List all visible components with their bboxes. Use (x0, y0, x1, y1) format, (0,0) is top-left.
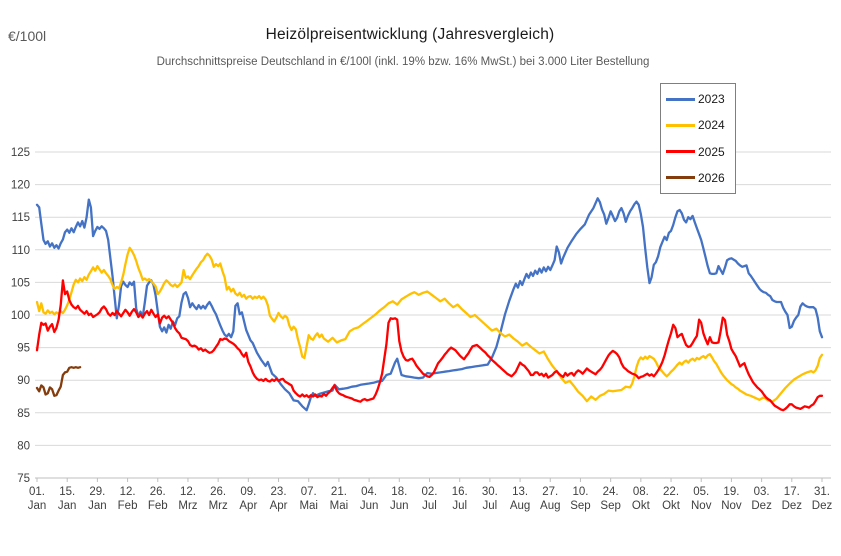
y-tick-label: 90 (17, 375, 30, 387)
y-axis-unit-label: €/100l (8, 28, 47, 44)
chart-subtitle: Durchschnittspreise Deutschland in €/100… (156, 56, 650, 68)
x-tick-label: 10. Sep (570, 486, 590, 512)
x-tick-label: 12. Feb (118, 486, 138, 512)
x-tick-label: 07. Mai (299, 486, 318, 512)
series-line-2023 (35, 197, 824, 412)
x-tick-label: 30. Jul (482, 486, 498, 512)
y-tick-label: 85 (17, 408, 30, 420)
x-tick-label: 29. Jan (88, 486, 107, 512)
x-tick-label: 26. Mrz (209, 486, 228, 512)
y-tick-label: 125 (11, 147, 30, 159)
x-tick-label: 17. Dez (782, 486, 803, 512)
x-tick-label: 03. Dez (751, 486, 772, 512)
x-tick-label: 13. Aug (510, 486, 530, 512)
y-tick-label: 120 (11, 180, 30, 192)
y-tick-label: 100 (11, 310, 30, 322)
y-tick-label: 105 (11, 277, 30, 289)
legend-line-swatch-2023 (666, 97, 695, 101)
x-tick-label: 09. Apr (239, 486, 257, 512)
y-tick-label: 80 (17, 440, 30, 452)
x-tick-label: 02. Jul (422, 486, 438, 512)
legend-label-2023: 2023 (698, 92, 725, 107)
legend-item-2026: 2026 (666, 166, 735, 190)
legend-line-swatch-2025 (666, 150, 695, 154)
x-tick-label: 05. Nov (691, 486, 712, 512)
legend-label-2025: 2025 (698, 144, 725, 159)
x-tick-label: 01. Jan (28, 486, 47, 512)
legend-label-2024: 2024 (698, 118, 725, 133)
x-tick-label: 31. Dez (812, 486, 833, 512)
y-tick-label: 95 (17, 343, 30, 355)
chart-title: Heizölpreisentwicklung (Jahresvergleich) (265, 26, 555, 43)
series-line-2024 (35, 246, 824, 403)
x-tick-label: 12. Mrz (178, 486, 197, 512)
x-tick-label: 27. Aug (540, 486, 560, 512)
y-tick-label: 115 (12, 212, 30, 224)
series-line-2025 (35, 279, 824, 412)
legend-item-2024: 2024 (666, 113, 735, 137)
legend-line-swatch-2024 (666, 123, 695, 127)
x-tick-label: 26. Feb (148, 486, 168, 512)
x-tick-label: 15. Jan (58, 486, 77, 512)
x-tick-label: 08. Okt (632, 486, 651, 512)
x-tick-label: 18. Jun (390, 486, 409, 512)
y-tick-label: 75 (17, 473, 30, 485)
legend-item-2025: 2025 (666, 140, 735, 164)
x-tick-label: 22. Okt (662, 486, 681, 512)
x-tick-label: 24. Sep (600, 486, 620, 512)
x-tick-label: 16. Jul (452, 486, 468, 512)
legend-line-swatch-2026 (666, 176, 695, 180)
legend-item-2023: 2023 (666, 87, 735, 111)
y-tick-label: 110 (12, 245, 30, 257)
x-tick-label: 21. Mai (330, 486, 349, 512)
x-tick-label: 19. Nov (721, 486, 742, 512)
legend-label-2026: 2026 (698, 170, 725, 185)
series-line-2026 (35, 366, 82, 397)
legend: 2023 2024 2025 2026 (660, 83, 736, 194)
x-tick-label: 04. Jun (360, 486, 379, 512)
x-tick-label: 23. Apr (270, 486, 288, 512)
